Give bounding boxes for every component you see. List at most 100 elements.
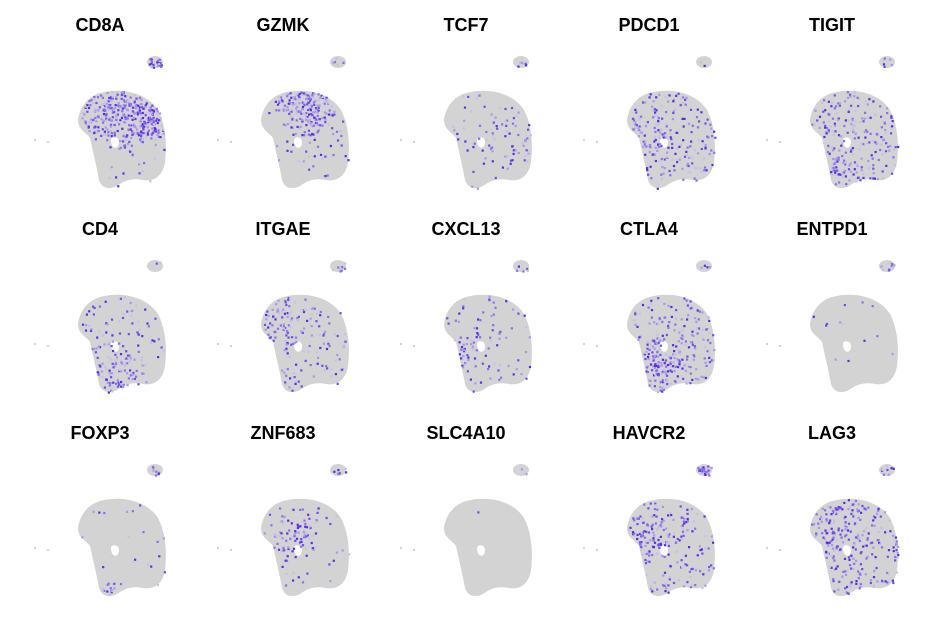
expr-dot <box>456 132 459 136</box>
expr-dot <box>867 166 871 170</box>
expr-dot <box>836 173 839 177</box>
expr-dot <box>872 576 876 579</box>
expr-dot <box>276 103 280 106</box>
expr-dot <box>640 532 643 535</box>
expr-dot <box>858 587 861 590</box>
expr-dot <box>112 109 116 112</box>
expr-dot <box>466 149 469 152</box>
expr-dot <box>104 108 107 111</box>
expr-dot <box>713 130 716 133</box>
expr-dot <box>312 307 315 310</box>
expr-dot <box>286 555 289 558</box>
expr-dot <box>335 551 338 554</box>
expr-dot <box>885 465 888 468</box>
expr-dot <box>894 555 897 559</box>
expr-dot <box>87 125 90 128</box>
expr-dot <box>111 362 114 365</box>
expr-dot <box>339 130 342 133</box>
expr-dot <box>106 139 109 142</box>
expr-dot <box>683 364 686 367</box>
expr-dot <box>642 521 645 524</box>
expr-dot <box>485 139 488 142</box>
expr-dot <box>653 514 656 517</box>
panel-title: GZMK <box>257 15 310 35</box>
expr-dot <box>297 319 300 322</box>
expr-dot <box>847 168 851 171</box>
expr-dot <box>140 98 143 101</box>
expr-dot <box>811 523 814 526</box>
expr-dot <box>282 323 285 326</box>
expr-dot <box>93 347 96 350</box>
expr-dot <box>661 379 664 382</box>
expr-dot <box>322 342 325 345</box>
expr-dot <box>844 524 847 527</box>
expr-dot <box>130 136 133 140</box>
expr-dot <box>667 591 670 594</box>
expr-dot <box>849 95 852 98</box>
expr-dot <box>120 104 124 107</box>
expr-dot <box>853 124 856 127</box>
expr-dot <box>103 589 106 592</box>
expr-dot <box>657 365 660 368</box>
expr-dot <box>655 370 658 373</box>
expr-dot <box>100 118 103 121</box>
expr-dot <box>648 342 651 345</box>
expr-dot <box>833 107 836 110</box>
expr-dot <box>476 332 479 335</box>
expr-dot <box>633 532 636 535</box>
expr-dot <box>640 549 643 552</box>
expr-dot <box>90 328 93 331</box>
expr-dot <box>659 344 663 347</box>
expr-dot <box>300 538 303 541</box>
expr-dot <box>696 332 699 335</box>
expr-dot <box>643 134 646 137</box>
expr-dot <box>834 171 837 174</box>
expr-dot <box>149 342 152 345</box>
expr-dot <box>156 109 159 112</box>
expr-dot <box>892 156 895 159</box>
expr-dot <box>156 61 159 64</box>
expr-dot <box>289 296 292 300</box>
expr-dot <box>895 571 898 574</box>
expr-dot <box>699 61 702 64</box>
expr-dot <box>831 149 835 152</box>
expr-dot <box>858 121 862 124</box>
expr-dot <box>841 508 844 511</box>
expr-dot <box>285 559 289 562</box>
expr-dot <box>311 132 314 136</box>
expr-dot <box>679 505 682 508</box>
expr-dot <box>121 316 125 320</box>
expr-dot <box>107 582 110 585</box>
expr-dot <box>107 131 110 134</box>
expr-dot <box>344 267 347 270</box>
expr-dot <box>148 109 151 112</box>
expr-dot <box>331 114 334 117</box>
expr-dot <box>689 382 692 385</box>
expr-dot <box>830 527 833 530</box>
expr-dot <box>700 111 703 114</box>
expr-dot <box>87 121 90 124</box>
expr-dot <box>525 473 528 476</box>
expr-dot <box>869 581 872 585</box>
expr-dot <box>833 532 836 535</box>
expr-dot <box>265 313 268 317</box>
expr-dot <box>838 580 841 583</box>
expr-dot <box>651 369 654 372</box>
expr-dot <box>701 328 704 332</box>
expr-dot <box>155 262 158 265</box>
expr-dot <box>869 177 872 180</box>
expr-dot <box>841 529 844 532</box>
expr-dot <box>447 322 450 325</box>
expr-dot <box>832 134 835 137</box>
expr-dot <box>281 369 284 372</box>
expr-dot <box>650 309 654 312</box>
expr-dot <box>463 127 466 130</box>
expr-dot <box>846 131 849 134</box>
expr-dot <box>153 157 156 160</box>
expr-dot <box>119 370 123 373</box>
expr-dot <box>879 148 882 152</box>
expr-dot <box>488 365 491 368</box>
expr-dot <box>829 506 832 509</box>
expr-dot <box>105 118 108 121</box>
expr-dot <box>326 174 329 177</box>
